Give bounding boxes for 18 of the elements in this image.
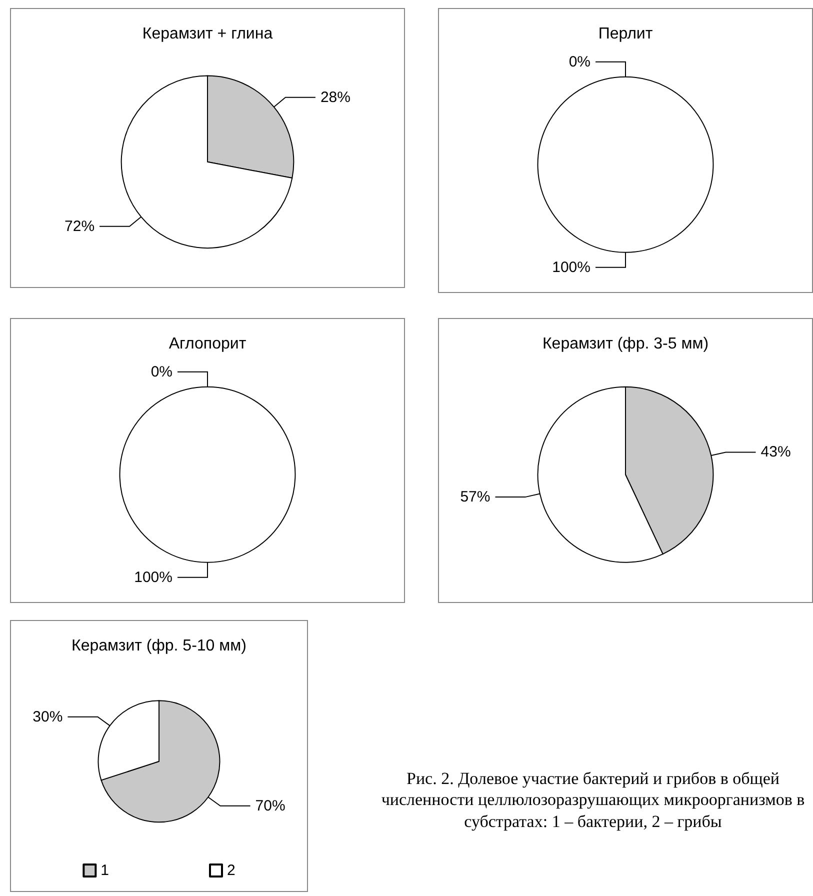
data-label: 43%	[760, 444, 791, 461]
data-label: 72%	[64, 218, 95, 235]
data-label: 100%	[134, 568, 172, 586]
chart-title: Аглопорит	[168, 336, 247, 352]
legend-label: 2	[227, 862, 236, 879]
chart-title: Керамзит (фр. 5-10 мм)	[72, 638, 246, 654]
legend-label: 1	[100, 862, 109, 879]
text: 0%	[568, 53, 590, 70]
data-label: 28%	[320, 88, 350, 106]
data-label: 70%	[255, 797, 286, 814]
data-label: 30%	[32, 708, 63, 726]
text: 0%	[150, 363, 172, 380]
chart-title: Перлит	[598, 26, 654, 42]
data-label: 57%	[460, 488, 490, 506]
chart-title: Керамзит (фр. 3-5 мм)	[542, 336, 709, 352]
data-label: 100%	[552, 258, 590, 276]
chart-title: Керамзит + глина	[142, 26, 273, 42]
text: Рис. 2. Долевое участие бактерий и грибов в общей численности целлюлозоразрушающих микроорганизмов в субстратах: 1 – бактерии, 2 – грибы	[380, 768, 806, 832]
